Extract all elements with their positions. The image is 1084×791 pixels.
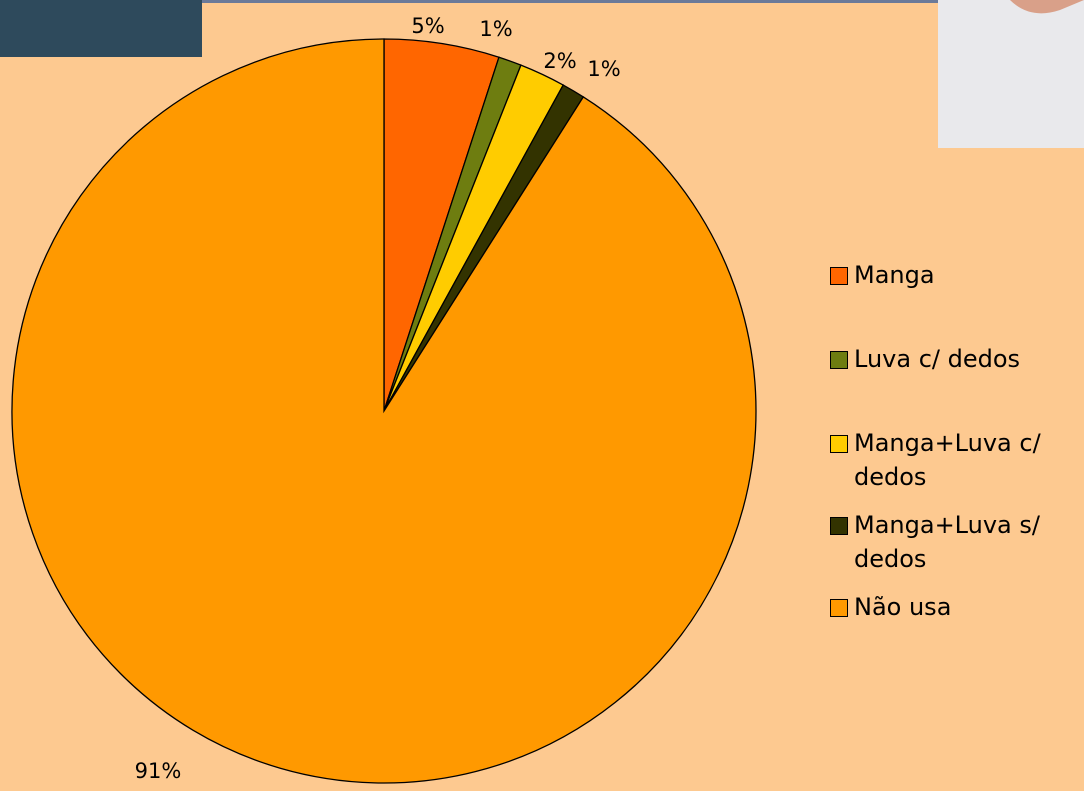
pie-slice [11,38,757,784]
data-label: 91% [135,759,182,783]
data-label: 2% [543,49,576,73]
legend-label: Luva c/ dedos [854,345,1021,373]
legend-label: Não usa [854,593,952,621]
legend-swatch [830,267,848,285]
legend-item: Manga+Luva c/ dedos [830,426,1080,494]
data-label: 1% [587,57,620,81]
legend-item: Manga+Luva s/ dedos [830,508,1080,576]
legend-swatch [830,351,848,369]
data-label: 1% [479,17,512,41]
legend-item: Não usa [830,590,1080,624]
legend-label: Manga+Luva c/ dedos [854,429,1041,491]
legend-swatch [830,435,848,453]
photo-arm [1010,0,1084,14]
legend-label: Manga+Luva s/ dedos [854,511,1040,573]
legend-swatch [830,599,848,617]
photo-left [0,0,202,57]
legend-swatch [830,517,848,535]
top-strip [0,0,1084,3]
legend-item: Luva c/ dedos [830,342,1080,376]
legend-item: Manga [830,258,1080,292]
photo-right [938,0,1084,148]
legend-label: Manga [854,261,935,289]
data-label: 5% [411,14,444,38]
legend: Manga Luva c/ dedos Manga+Luva c/ dedos Man… [830,258,1080,624]
